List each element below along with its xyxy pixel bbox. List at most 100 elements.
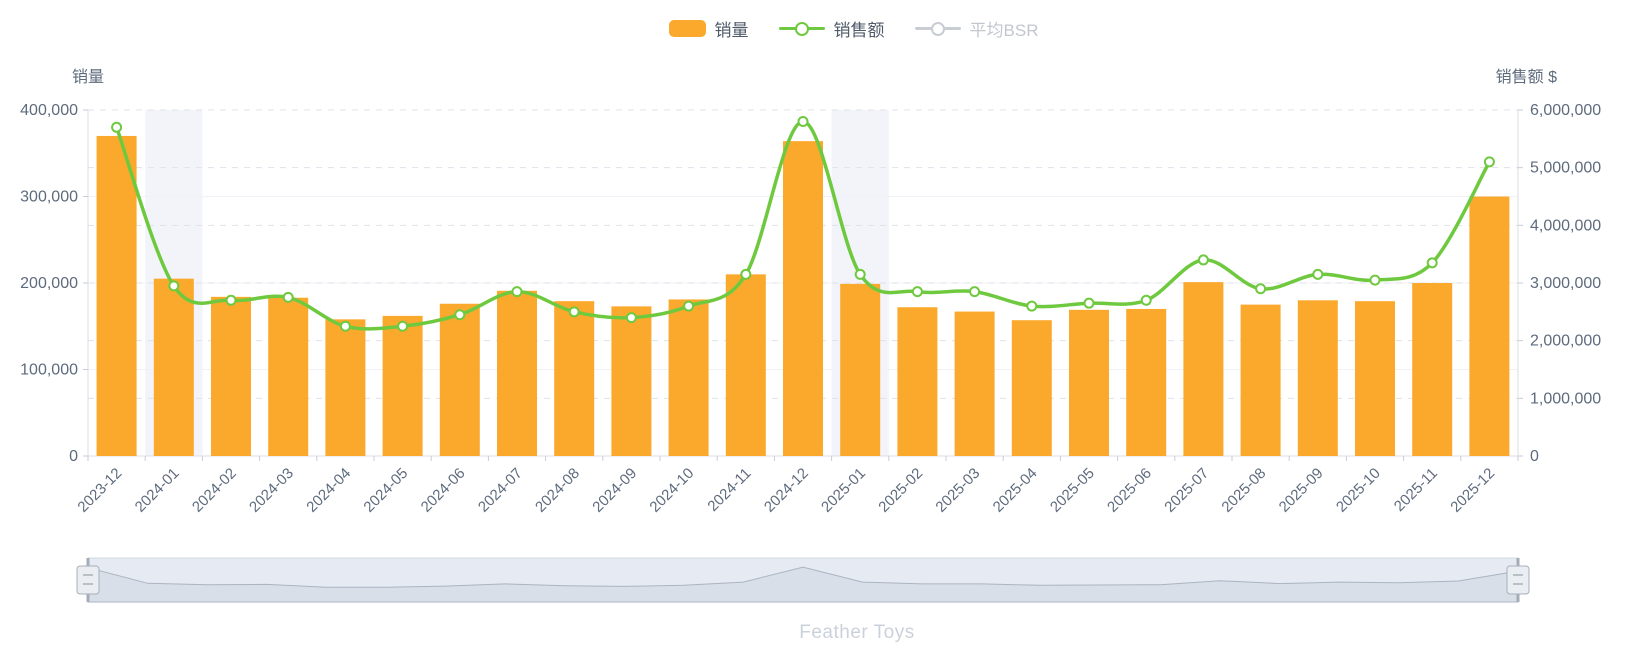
right-axis-tick-label: 5,000,000 bbox=[1530, 160, 1601, 177]
line-point-2024-10[interactable] bbox=[683, 300, 695, 312]
line-point-2023-12[interactable] bbox=[111, 121, 123, 133]
bar-销量-2025-10[interactable] bbox=[1355, 301, 1395, 456]
bar-销量-2025-09[interactable] bbox=[1297, 300, 1338, 456]
bar-销量-2024-04[interactable] bbox=[325, 319, 366, 456]
left-axis-tick-label: 400,000 bbox=[20, 102, 78, 119]
line-point-2025-01[interactable] bbox=[854, 268, 866, 280]
bar-销量-2024-10[interactable] bbox=[668, 299, 709, 456]
x-axis-label-2025-05: 2025-05 bbox=[1047, 465, 1098, 516]
right-axis-tick-label: 0 bbox=[1530, 448, 1539, 465]
legend-line-marker bbox=[794, 21, 809, 36]
x-axis-label-2024-01: 2024-01 bbox=[132, 465, 183, 516]
line-point-2024-08[interactable] bbox=[568, 306, 580, 318]
line-point-2024-09[interactable] bbox=[625, 312, 637, 324]
legend-label: 销量 bbox=[714, 21, 749, 40]
x-axis-label-2024-10: 2024-10 bbox=[646, 465, 697, 516]
bar-销量-2024-02[interactable] bbox=[211, 296, 251, 456]
brand-watermark: Feather Toys bbox=[799, 622, 915, 643]
bar-销量-2024-03[interactable] bbox=[268, 297, 309, 456]
bar-销量-2023-12[interactable] bbox=[96, 135, 137, 456]
line-point-2024-11[interactable] bbox=[740, 268, 752, 280]
legend-label: 销售额 bbox=[833, 21, 885, 40]
bar-销量-2025-03[interactable] bbox=[954, 311, 995, 456]
line-point-2025-11[interactable] bbox=[1426, 257, 1438, 269]
legend-item-销量[interactable]: 销量 bbox=[668, 16, 749, 41]
legend-label: 平均BSR bbox=[969, 21, 1039, 40]
x-axis-label-2025-03: 2025-03 bbox=[932, 465, 983, 516]
x-axis-label-2024-11: 2024-11 bbox=[704, 465, 754, 515]
x-axis-label-2024-04: 2024-04 bbox=[303, 465, 354, 516]
bar-销量-2024-08[interactable] bbox=[554, 301, 595, 456]
bar-销量-2024-12[interactable] bbox=[783, 141, 823, 456]
legend-bar-swatch bbox=[668, 20, 706, 37]
x-axis-label-2025-09: 2025-09 bbox=[1276, 465, 1327, 516]
x-axis-label-2024-03: 2024-03 bbox=[246, 465, 297, 516]
x-axis-label-2024-12: 2024-12 bbox=[761, 465, 812, 516]
line-point-2025-04[interactable] bbox=[1026, 300, 1038, 312]
line-point-2025-10[interactable] bbox=[1369, 274, 1381, 286]
bar-销量-2025-07[interactable] bbox=[1183, 282, 1224, 456]
line-point-2024-03[interactable] bbox=[282, 291, 294, 303]
x-axis-label-2024-06: 2024-06 bbox=[418, 465, 469, 516]
line-point-2024-06[interactable] bbox=[454, 309, 466, 321]
legend-item-平均BSR[interactable]: 平均BSR bbox=[914, 16, 1039, 41]
line-point-2024-05[interactable] bbox=[397, 320, 409, 332]
datazoom-minimap-area bbox=[87, 566, 1519, 603]
line-point-2025-05[interactable] bbox=[1083, 297, 1095, 309]
line-point-2024-04[interactable] bbox=[339, 320, 351, 332]
x-axis-label-2024-07: 2024-07 bbox=[475, 465, 526, 516]
line-point-2024-02[interactable] bbox=[225, 294, 237, 306]
bar-销量-2025-12[interactable] bbox=[1469, 196, 1510, 457]
x-axis-label-2025-10: 2025-10 bbox=[1333, 465, 1384, 516]
line-point-2025-02[interactable] bbox=[911, 286, 923, 298]
bar-销量-2024-01[interactable] bbox=[153, 278, 194, 456]
bar-销量-2025-04[interactable] bbox=[1011, 320, 1052, 456]
bar-销量-2024-05[interactable] bbox=[382, 315, 423, 456]
x-axis-label-2025-07: 2025-07 bbox=[1161, 465, 1212, 516]
bar-销量-2024-09[interactable] bbox=[611, 306, 652, 456]
right-axis-tick-label: 4,000,000 bbox=[1530, 217, 1601, 234]
x-axis-label-2024-09: 2024-09 bbox=[589, 465, 640, 516]
right-axis-tick-label: 1,000,000 bbox=[1530, 390, 1601, 407]
left-axis-tick-label: 0 bbox=[69, 448, 78, 465]
right-axis-tick-label: 2,000,000 bbox=[1530, 333, 1601, 350]
right-axis-title: 销售额 $ bbox=[1495, 69, 1557, 86]
line-point-2024-12[interactable] bbox=[797, 116, 809, 128]
x-axis-label-2025-04: 2025-04 bbox=[990, 465, 1041, 516]
datazoom-handle-left[interactable] bbox=[76, 565, 100, 595]
line-point-2025-06[interactable] bbox=[1140, 294, 1152, 306]
bar-销量-2025-01[interactable] bbox=[840, 283, 881, 456]
x-axis-label-2025-08: 2025-08 bbox=[1218, 465, 1269, 516]
bar-销量-2025-05[interactable] bbox=[1069, 309, 1109, 456]
line-point-2024-07[interactable] bbox=[511, 286, 523, 298]
bar-销量-2025-08[interactable] bbox=[1240, 304, 1281, 456]
legend-item-销售额[interactable]: 销售额 bbox=[778, 16, 885, 41]
line-point-2025-09[interactable] bbox=[1312, 268, 1324, 280]
legend-line-marker bbox=[930, 21, 945, 36]
bar-销量-2025-06[interactable] bbox=[1126, 308, 1167, 456]
legend-line-swatch bbox=[778, 20, 825, 37]
x-axis-label-2025-01: 2025-01 bbox=[818, 465, 869, 516]
bar-销量-2024-06[interactable] bbox=[439, 303, 480, 456]
left-axis-tick-label: 200,000 bbox=[20, 275, 78, 292]
line-point-2024-01[interactable] bbox=[168, 280, 180, 292]
line-point-2025-03[interactable] bbox=[969, 286, 981, 298]
left-axis-tick-label: 100,000 bbox=[20, 362, 78, 379]
line-point-2025-12[interactable] bbox=[1483, 156, 1495, 168]
legend-line-swatch bbox=[914, 20, 961, 37]
x-axis-label-2025-12: 2025-12 bbox=[1447, 465, 1498, 516]
left-axis-tick-label: 300,000 bbox=[20, 189, 78, 206]
legend: 销量 销售额 平均BSR bbox=[0, 16, 1627, 41]
bar-销量-2024-11[interactable] bbox=[725, 274, 766, 456]
x-axis-label-2025-11: 2025-11 bbox=[1391, 465, 1441, 515]
bar-销量-2025-11[interactable] bbox=[1412, 283, 1453, 456]
datazoom-handle-right[interactable] bbox=[1506, 565, 1530, 595]
bar-销量-2025-02[interactable] bbox=[897, 307, 938, 456]
line-point-2025-07[interactable] bbox=[1197, 254, 1209, 266]
x-axis-label-2025-02: 2025-02 bbox=[875, 465, 926, 516]
right-axis-tick-label: 6,000,000 bbox=[1530, 102, 1601, 119]
bar-销量-2024-07[interactable] bbox=[497, 290, 537, 456]
line-point-2025-08[interactable] bbox=[1255, 283, 1267, 295]
